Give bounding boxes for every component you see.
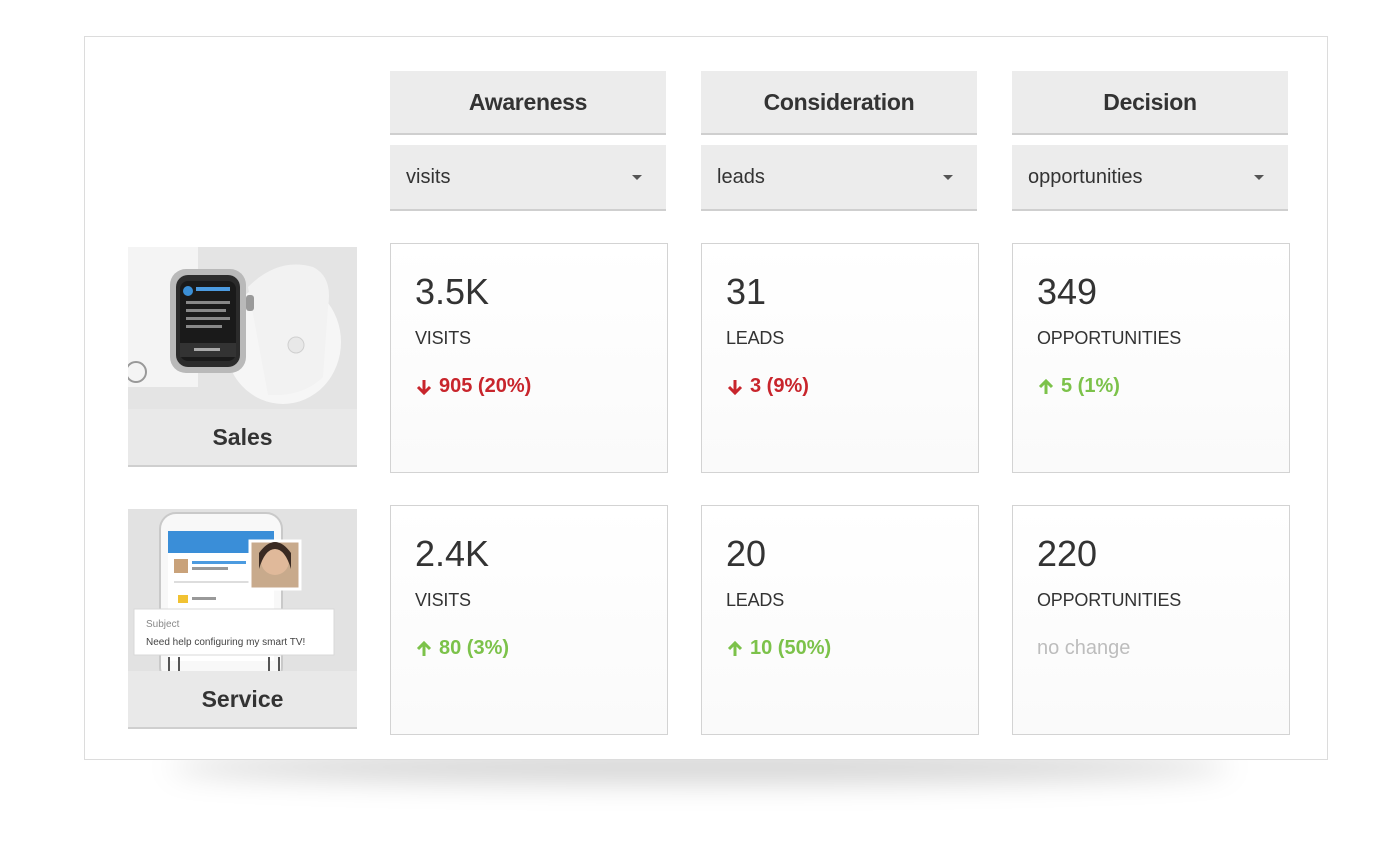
stage-header-consideration: Consideration (701, 71, 977, 135)
metric-value: 349 (1037, 271, 1098, 312)
metric-unit: VISITS (415, 590, 471, 610)
arrow-up-icon (416, 640, 432, 656)
arrow-up-icon (1038, 378, 1054, 394)
metric-delta: no change (1037, 637, 1265, 660)
segment-thumbnail (128, 247, 357, 409)
segment-label: Service (128, 671, 357, 727)
metric-delta: 80 (3%) (415, 637, 643, 660)
metric-delta-text: no change (1037, 637, 1131, 659)
metric-delta-text: 80 (3%) (439, 637, 510, 659)
metric-value: 220 (1037, 533, 1098, 574)
stage-header-decision: Decision (1012, 71, 1288, 135)
segment-label: Sales (128, 409, 357, 465)
metric-card-service-decision[interactable]: 220 OPPORTUNITIES no change (1012, 505, 1290, 735)
metric-delta-text: 10 (50%) (750, 637, 832, 659)
metric-select-value: visits (406, 165, 451, 188)
metric-value: 20 (726, 533, 767, 574)
caret-down-icon (632, 174, 642, 180)
metric-delta-text: 3 (9%) (750, 375, 809, 397)
caret-down-icon (1254, 174, 1264, 180)
segment-service[interactable]: Subject Need help configuring my smart T… (128, 509, 357, 729)
smartwatch-icon (128, 247, 357, 409)
stage-header-awareness: Awareness (390, 71, 666, 135)
metric-select-value: opportunities (1028, 165, 1143, 188)
segment-sales[interactable]: Sales (128, 247, 357, 467)
metric-delta: 905 (20%) (415, 375, 643, 398)
metric-delta-text: 5 (1%) (1061, 375, 1120, 397)
metric-value: 31 (726, 271, 767, 312)
thumb-message: Need help configuring my smart TV! (146, 637, 305, 648)
metric-select-awareness[interactable]: visits (390, 145, 666, 211)
metric-card-service-consideration[interactable]: 20 LEADS 10 (50%) (701, 505, 979, 735)
metric-unit: LEADS (726, 590, 785, 610)
metric-delta: 10 (50%) (726, 637, 954, 660)
metric-card-sales-decision[interactable]: 349 OPPORTUNITIES 5 (1%) (1012, 243, 1290, 473)
thumb-subject: Subject (146, 619, 180, 630)
metric-unit: LEADS (726, 328, 785, 348)
metric-select-decision[interactable]: opportunities (1012, 145, 1288, 211)
smartphone-icon: Subject Need help configuring my smart T… (128, 509, 357, 671)
metric-unit: OPPORTUNITIES (1037, 328, 1182, 348)
arrow-down-icon (416, 379, 432, 395)
metric-delta-text: 905 (20%) (439, 375, 532, 397)
funnel-dashboard: Awareness Consideration Decision visits … (84, 36, 1328, 760)
metric-delta: 5 (1%) (1037, 375, 1265, 398)
arrow-up-icon (727, 640, 743, 656)
metric-card-sales-awareness[interactable]: 3.5K VISITS 905 (20%) (390, 243, 668, 473)
metric-select-value: leads (717, 165, 765, 188)
caret-down-icon (943, 174, 953, 180)
metric-card-service-awareness[interactable]: 2.4K VISITS 80 (3%) (390, 505, 668, 735)
metric-value: 2.4K (415, 533, 490, 574)
metric-unit: VISITS (415, 328, 471, 348)
segment-thumbnail: Subject Need help configuring my smart T… (128, 509, 357, 671)
metric-card-sales-consideration[interactable]: 31 LEADS 3 (9%) (701, 243, 979, 473)
metric-unit: OPPORTUNITIES (1037, 590, 1182, 610)
metric-delta: 3 (9%) (726, 375, 954, 398)
metric-value: 3.5K (415, 271, 490, 312)
arrow-down-icon (727, 379, 743, 395)
metric-select-consideration[interactable]: leads (701, 145, 977, 211)
